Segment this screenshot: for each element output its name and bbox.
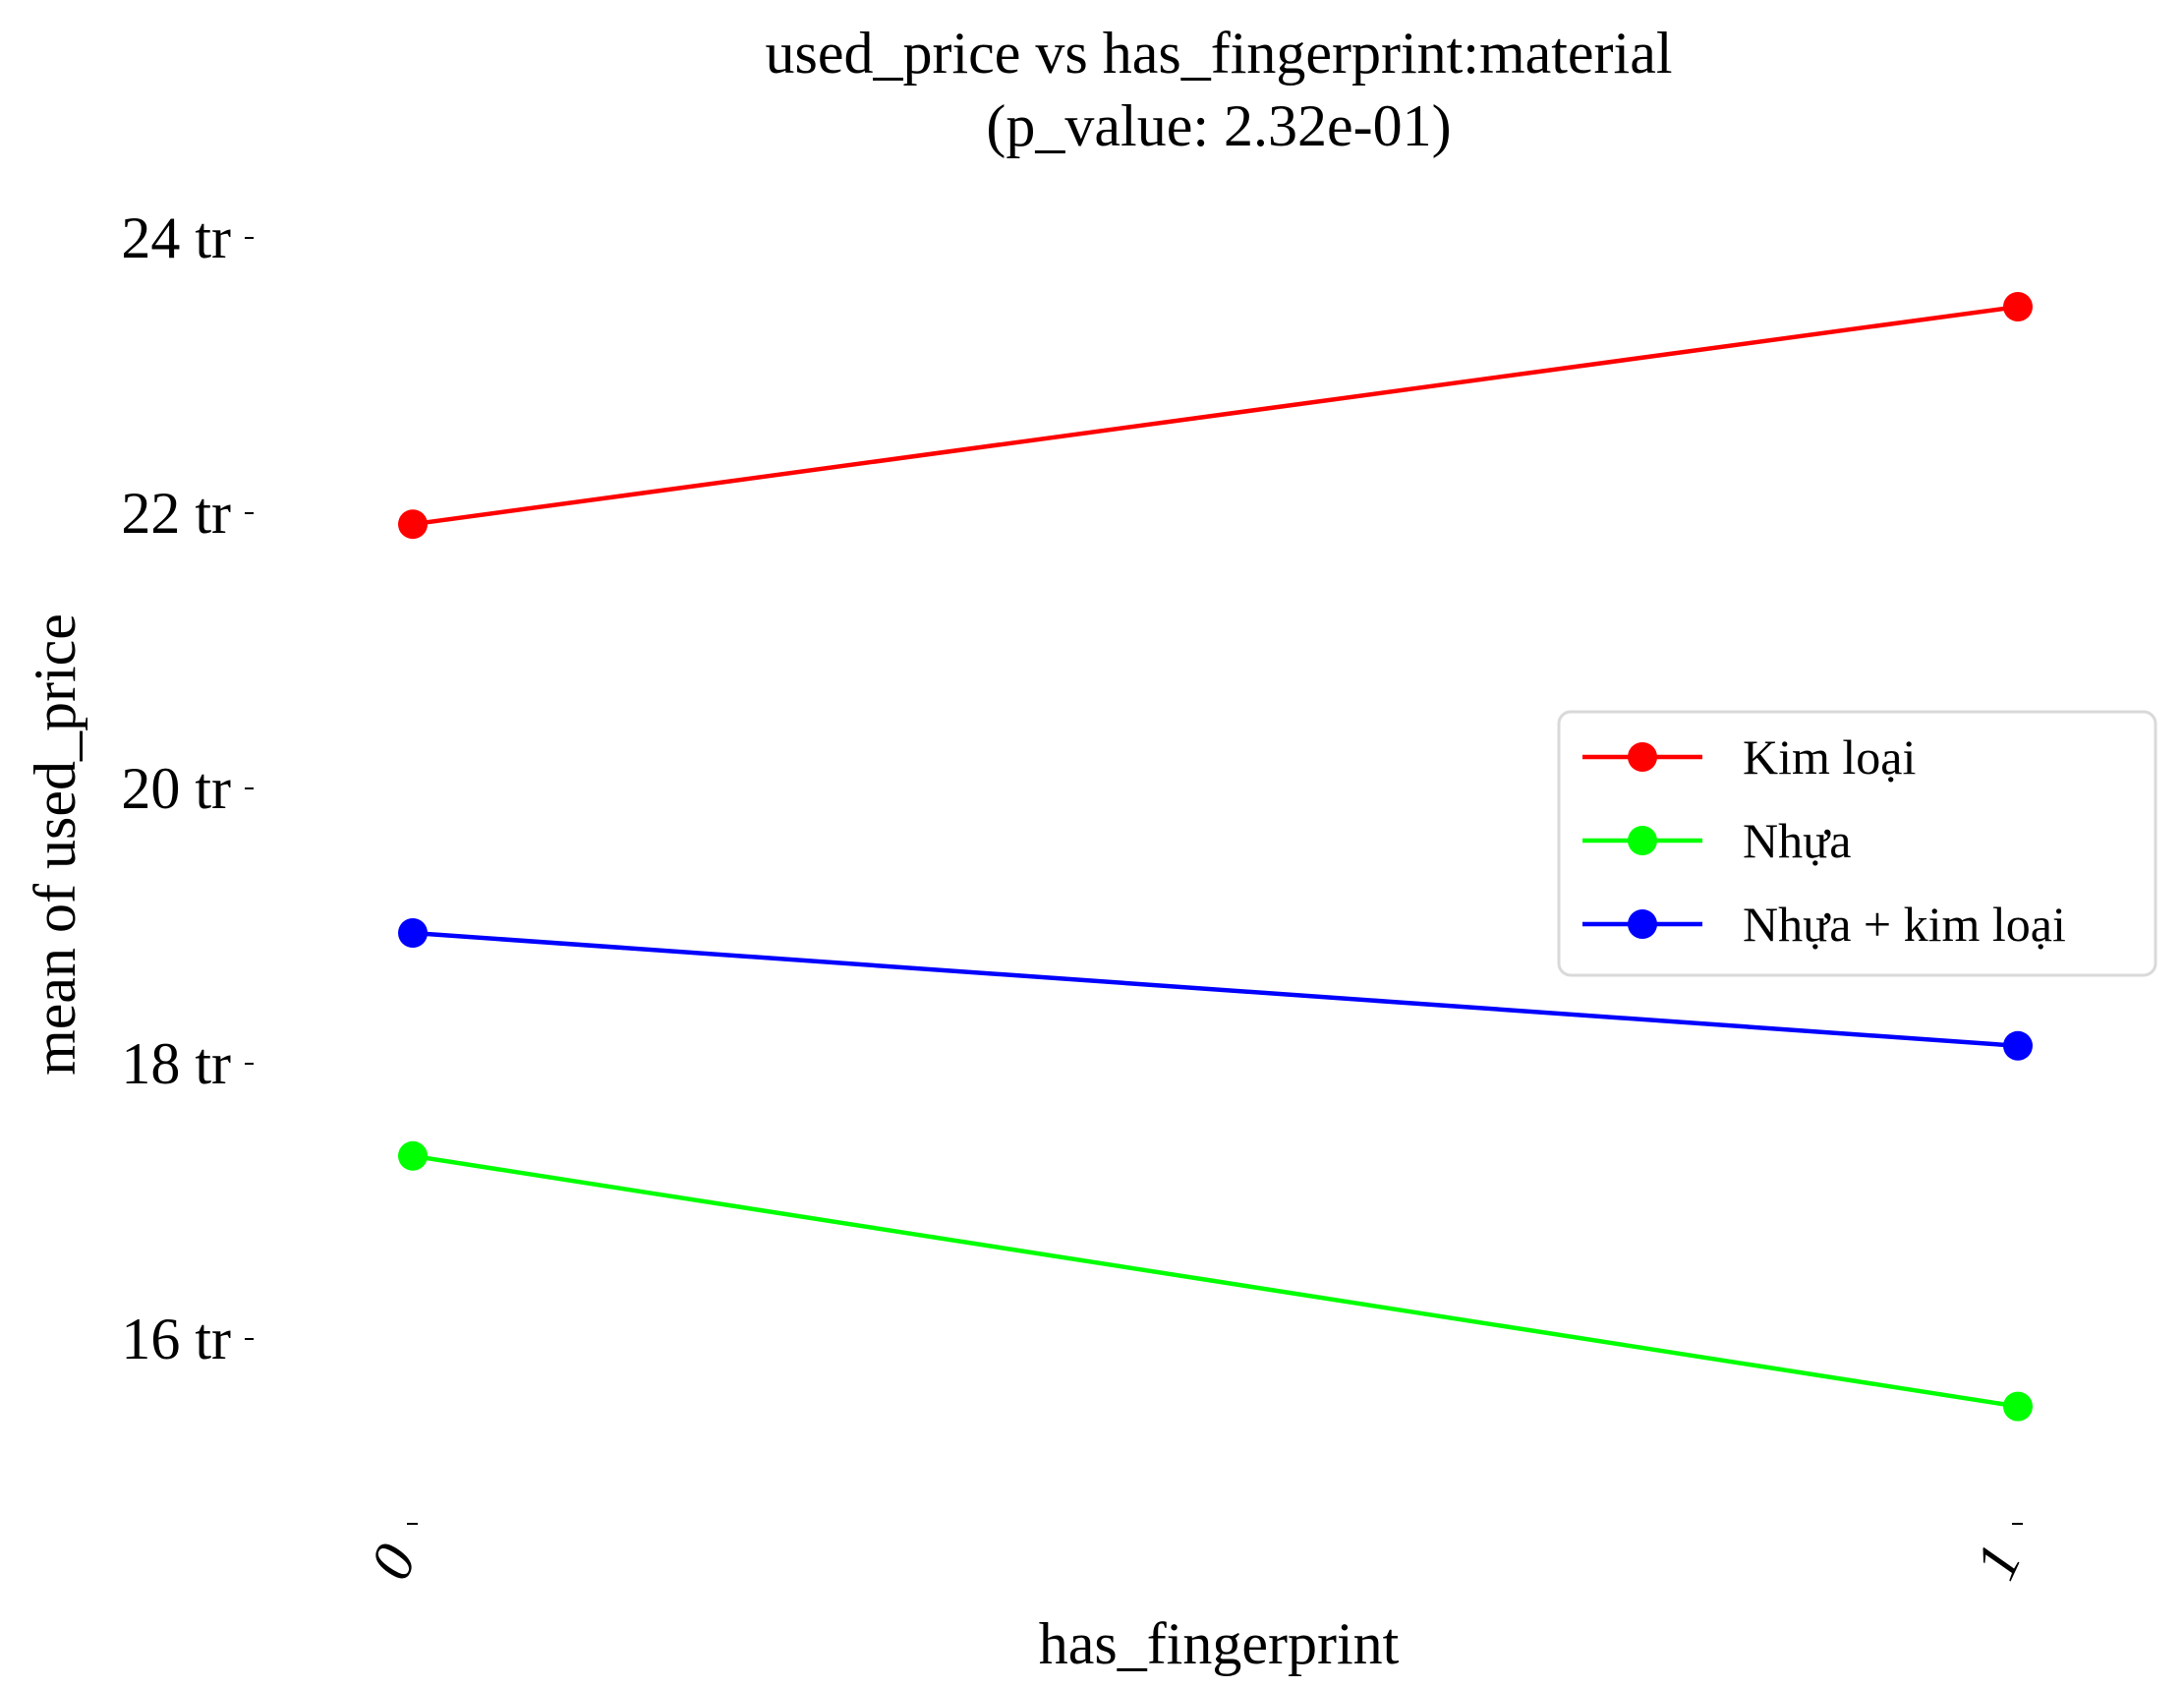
legend-marker-1 (1628, 742, 1657, 772)
legend-label-3: Nhựa + kim loại (1743, 897, 2066, 952)
series-layer (398, 292, 2033, 1422)
series-point-1-1 (398, 509, 428, 540)
legend: Kim loại Nhựa Nhựa + kim loại (1557, 710, 2157, 977)
series-point-3-1 (398, 918, 428, 948)
x-tick-label: 0 (358, 1535, 429, 1589)
legend-box (1557, 710, 2157, 977)
y-tick-label: 24 tr (121, 205, 231, 270)
y-tick-label: 18 tr (121, 1031, 231, 1096)
legend-marker-3 (1628, 909, 1657, 939)
series-point-3-2 (2003, 1030, 2033, 1061)
chart-subtitle: (p_value: 2.32e-01) (986, 93, 1451, 158)
series-line-1 (412, 304, 2019, 527)
legend-marker-2 (1628, 826, 1657, 855)
series-point-1-2 (2003, 292, 2033, 321)
legend-label-2: Nhựa (1743, 813, 1851, 868)
y-axis-label: mean of used_price (23, 613, 87, 1076)
series-line-3 (412, 930, 2019, 1049)
y-tick-label: 16 tr (121, 1307, 231, 1371)
series-point-2-2 (2003, 1391, 2033, 1422)
y-tick-label: 20 tr (121, 756, 231, 821)
x-tick-label: 1 (1963, 1535, 2034, 1589)
chart-title: used_price vs has_fingerprint:material (765, 21, 1672, 86)
series-line-2 (412, 1153, 2019, 1409)
series-point-2-1 (398, 1140, 428, 1171)
y-tick-label: 22 tr (121, 481, 231, 546)
y-axis: 16 tr 18 tr 20 tr 22 tr 24 tr (121, 205, 254, 1371)
x-axis-label: has_fingerprint (1039, 1611, 1400, 1676)
legend-label-1: Kim loại (1743, 729, 1916, 785)
